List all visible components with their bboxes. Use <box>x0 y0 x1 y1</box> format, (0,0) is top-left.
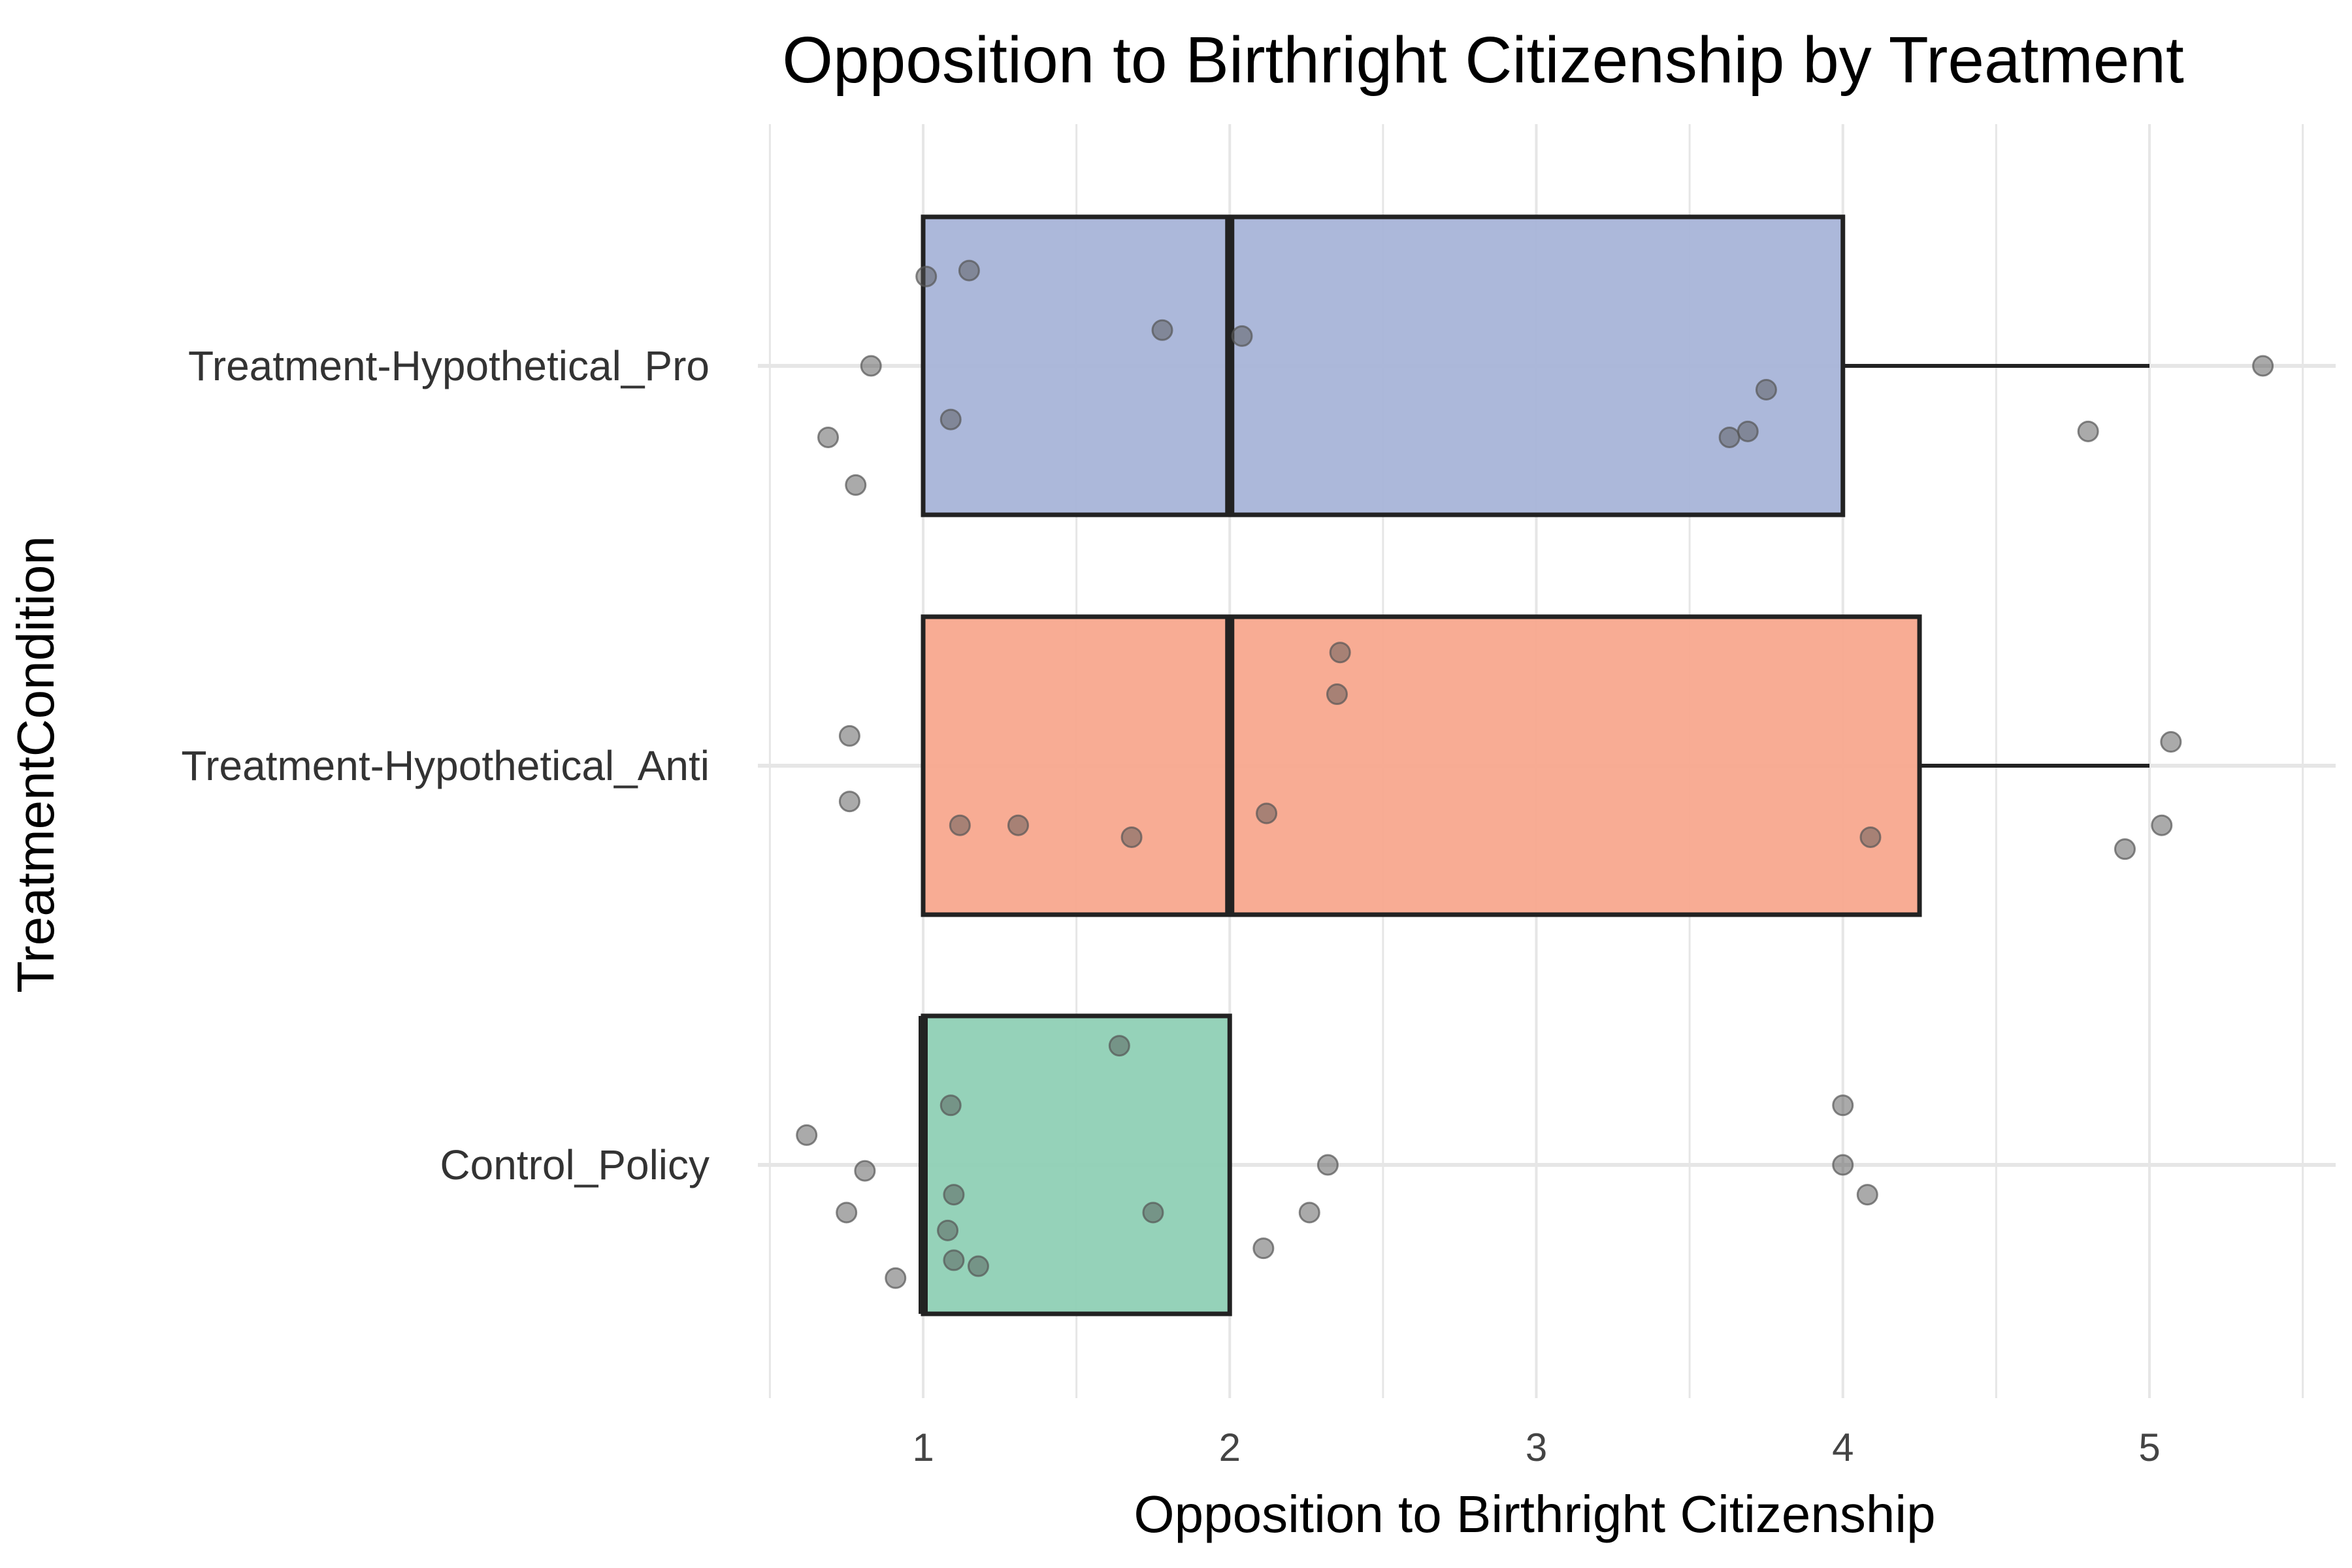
data-point <box>838 791 860 813</box>
x-tick-label: 3 <box>1526 1426 1547 1469</box>
data-point <box>915 265 938 287</box>
data-point <box>1298 1201 1320 1224</box>
category-label: Control_Policy <box>440 1141 710 1188</box>
y-axis-title: TreatmentCondition <box>7 536 65 993</box>
data-point <box>2114 838 2136 860</box>
data-point <box>1755 378 1777 400</box>
data-point <box>1256 802 1278 825</box>
data-point <box>885 1267 907 1289</box>
data-point <box>1832 1154 1854 1176</box>
data-point <box>1316 1154 1339 1176</box>
point-layer <box>796 259 2274 1289</box>
chart-title: Opposition to Birthright Citizenship by … <box>782 24 2184 97</box>
data-point <box>796 1124 818 1146</box>
data-point <box>1832 1094 1854 1117</box>
data-point <box>1151 319 1173 341</box>
data-point <box>1329 642 1351 664</box>
data-point <box>1859 826 1882 848</box>
data-point <box>838 725 860 747</box>
data-point <box>854 1160 876 1182</box>
data-point <box>1737 420 1759 442</box>
box-Treatment-Hypothetical_Pro <box>921 214 1846 517</box>
data-point <box>939 408 962 431</box>
x-tick-label: 2 <box>1219 1426 1241 1469</box>
data-point <box>1108 1035 1130 1057</box>
data-point <box>937 1219 959 1241</box>
data-point <box>2160 731 2182 753</box>
x-tick-label: 5 <box>2138 1426 2160 1469</box>
data-point <box>1718 426 1740 448</box>
data-point <box>1007 814 1029 836</box>
data-point <box>836 1201 858 1224</box>
data-point <box>1142 1201 1164 1224</box>
category-label: Treatment-Hypothetical_Pro <box>188 342 710 389</box>
tick-layer: 1 2 3 4 5 <box>912 1426 2160 1469</box>
data-point <box>1120 826 1143 848</box>
data-point <box>817 426 840 448</box>
x-axis-title: Opposition to Birthright Citizenship <box>1134 1485 1935 1543</box>
data-point <box>1326 683 1348 706</box>
x-tick-label: 4 <box>1832 1426 1854 1469</box>
data-point <box>939 1094 962 1117</box>
data-point <box>1856 1184 1878 1206</box>
data-point <box>949 814 971 836</box>
box-Treatment-Hypothetical_Anti <box>921 614 1922 917</box>
category-layer: Treatment-Hypothetical_Pro Treatment-Hypo… <box>181 342 710 1188</box>
data-point <box>943 1249 965 1271</box>
data-point <box>2252 355 2274 377</box>
data-point <box>860 355 882 377</box>
category-label: Treatment-Hypothetical_Anti <box>181 742 710 789</box>
data-point <box>1252 1237 1275 1260</box>
data-point <box>2151 814 2173 836</box>
data-point <box>845 474 867 496</box>
data-point <box>1231 325 1253 347</box>
data-point <box>2077 420 2099 442</box>
x-tick-label: 1 <box>912 1426 934 1469</box>
data-point <box>967 1255 989 1277</box>
box-layer <box>919 214 2149 1316</box>
data-point <box>943 1184 965 1206</box>
data-point <box>958 259 980 282</box>
